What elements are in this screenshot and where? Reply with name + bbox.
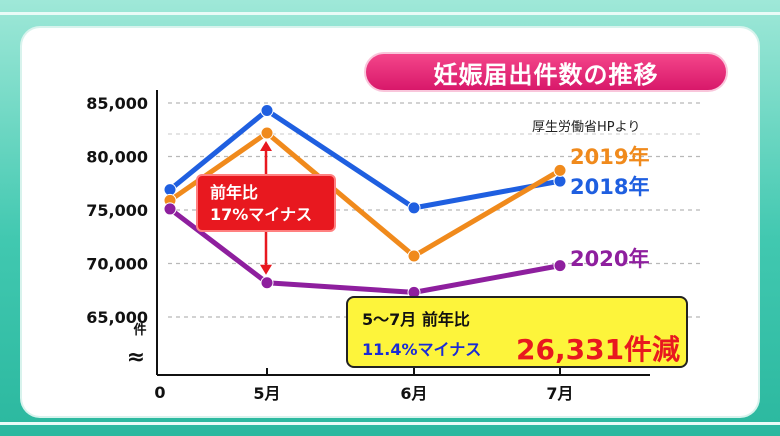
series-label-2: 2020年 <box>570 247 649 271</box>
summary-line-2: 11.4%マイナス <box>362 340 482 359</box>
series-line-1 <box>167 130 563 259</box>
series-0-point-2 <box>407 201 421 215</box>
series-2-point-1 <box>260 276 274 290</box>
callout-line-1: 前年比 <box>210 183 259 202</box>
series-line-2 <box>167 206 563 295</box>
yoy-arrow-head-top <box>260 140 272 151</box>
axis-break-symbol: ≈ <box>127 345 145 370</box>
summary-box: 5〜7月 前年比 11.4%マイナス 26,331件減 <box>346 296 688 368</box>
series-1-point-2 <box>407 249 421 263</box>
series-label-1: 2019年 <box>570 145 649 169</box>
series-1-point-3 <box>553 163 567 177</box>
y-unit-label: 件 <box>133 322 146 338</box>
y-tick-label-1: 80,000 <box>86 148 148 167</box>
series-1-point-1 <box>260 126 274 140</box>
y-tick-label-2: 75,000 <box>86 201 148 220</box>
summary-line-1: 5〜7月 前年比 <box>362 310 470 329</box>
y-tick-label-0: 85,000 <box>86 94 148 113</box>
y-tick-label-4: 65,000 <box>86 308 148 327</box>
x-origin-label: 0 <box>154 383 165 402</box>
x-tick-label-3: 7月 <box>546 384 573 403</box>
y-tick-label-3: 70,000 <box>86 255 148 274</box>
bottom-stripe <box>0 422 780 425</box>
chart-title: 妊娠届出件数の推移 <box>364 52 728 92</box>
callout-line-2: 17%マイナス <box>210 205 312 224</box>
yoy-arrow-head-bottom <box>260 264 272 275</box>
series-label-0: 2018年 <box>570 175 649 199</box>
series-line-0 <box>167 107 563 211</box>
series-0-point-1 <box>260 103 274 117</box>
x-tick-label-2: 6月 <box>400 384 427 403</box>
source-note: 厚生労働省HPより <box>532 120 641 135</box>
yoy-callout: 前年比 17%マイナス <box>196 174 336 232</box>
series-2-point-3 <box>553 259 567 273</box>
chart-title-text: 妊娠届出件数の推移 <box>433 60 659 89</box>
series-2-point-0 <box>163 202 177 216</box>
summary-total: 26,331件減 <box>516 333 681 366</box>
x-tick-label-1: 5月 <box>253 384 280 403</box>
top-stripe <box>0 12 780 15</box>
